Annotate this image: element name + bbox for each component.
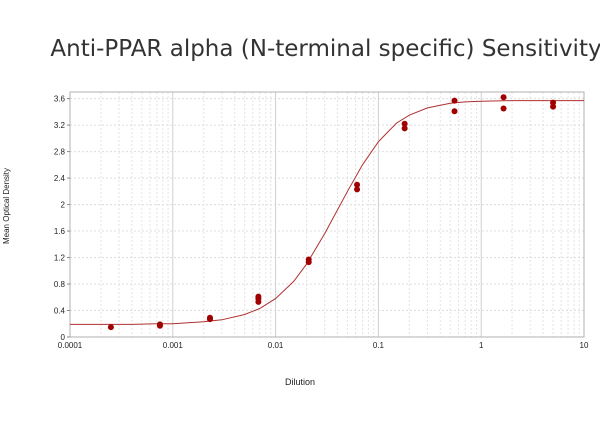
x-axis-ticks: 0.0001 0.001 0.01 0.1 1 10 (58, 341, 589, 350)
data-point (255, 293, 262, 300)
major-grid (69, 92, 585, 338)
y-tick-label: 2 (61, 201, 66, 210)
y-tick-label: 0 (61, 333, 66, 342)
data-point (500, 94, 507, 101)
data-point (354, 186, 361, 193)
data-point (401, 125, 408, 132)
x-tick-label: 10 (580, 341, 589, 350)
y-axis-ticks: 0 0.4 0.8 1.2 1.6 2 2.4 2.8 3.2 3.6 (54, 95, 70, 342)
data-point (451, 97, 458, 104)
x-axis-label: Dilution (284, 377, 315, 387)
x-tick-label: 0.01 (268, 341, 284, 350)
x-tick-label: 1 (479, 341, 484, 350)
fit-curve (70, 100, 584, 325)
y-tick-label: 2.8 (54, 148, 66, 157)
data-point (550, 99, 557, 106)
x-tick-label: 0.1 (373, 341, 385, 350)
data-point (451, 108, 458, 115)
data-point (354, 181, 361, 188)
y-tick-label: 1.2 (54, 254, 66, 263)
y-tick-label: 1.6 (54, 227, 66, 236)
y-tick-label: 0.4 (54, 307, 66, 316)
plot-frame (69, 91, 585, 338)
x-tick-label: 0.0001 (58, 341, 83, 350)
x-tick-label: 0.001 (163, 341, 184, 350)
data-point (156, 321, 163, 328)
data-point (107, 324, 114, 331)
data-point (206, 314, 213, 321)
y-tick-label: 2.4 (54, 174, 66, 183)
data-point (305, 256, 312, 263)
y-tick-label: 3.6 (54, 95, 66, 104)
data-point (401, 120, 408, 127)
chart-title: Anti-PPAR alpha (N-terminal specific) Se… (50, 36, 600, 62)
y-tick-label: 0.8 (54, 280, 66, 289)
y-tick-label: 3.2 (54, 121, 66, 130)
data-point (500, 105, 507, 112)
data-points (107, 94, 557, 331)
